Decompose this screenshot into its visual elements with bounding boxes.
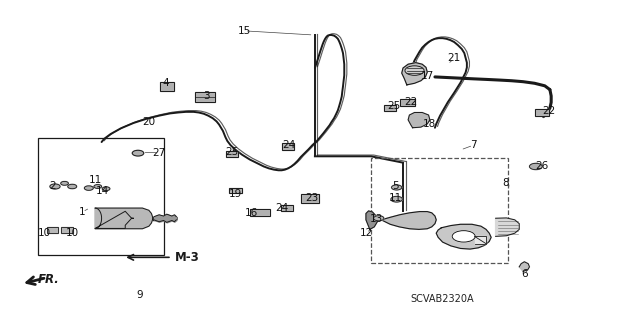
Bar	[250, 209, 270, 216]
Text: 10: 10	[38, 228, 51, 238]
Bar	[281, 204, 292, 211]
Text: 15: 15	[238, 26, 252, 36]
Polygon shape	[519, 262, 529, 271]
Text: 8: 8	[502, 178, 509, 188]
Circle shape	[374, 216, 384, 221]
Text: 16: 16	[244, 209, 258, 219]
Text: 10: 10	[66, 228, 79, 238]
Text: 14: 14	[96, 186, 109, 196]
Text: 26: 26	[536, 161, 549, 171]
Bar	[47, 227, 58, 233]
Bar	[38, 138, 164, 256]
Text: 27: 27	[152, 147, 166, 158]
Text: 20: 20	[142, 117, 156, 127]
Text: 21: 21	[447, 54, 461, 63]
Bar	[161, 82, 174, 91]
Bar	[281, 204, 292, 211]
Text: 4: 4	[162, 78, 169, 88]
Polygon shape	[381, 211, 436, 229]
Text: 22: 22	[404, 97, 417, 107]
Text: 3: 3	[204, 91, 211, 101]
Circle shape	[132, 150, 144, 156]
Bar	[401, 99, 415, 106]
Polygon shape	[95, 208, 134, 228]
Text: 2: 2	[50, 182, 56, 191]
Circle shape	[392, 185, 402, 190]
Bar	[282, 143, 294, 150]
Text: 1: 1	[79, 207, 86, 217]
Bar	[229, 188, 242, 194]
Text: M-3: M-3	[174, 251, 199, 264]
Bar	[195, 92, 215, 102]
Circle shape	[529, 163, 542, 170]
Circle shape	[452, 231, 475, 242]
Text: 24: 24	[283, 140, 296, 150]
Bar	[226, 151, 237, 157]
Bar	[161, 82, 174, 91]
Circle shape	[102, 187, 110, 191]
Text: 25: 25	[225, 146, 239, 157]
Text: 23: 23	[306, 193, 319, 203]
Text: 22: 22	[542, 106, 556, 116]
Circle shape	[405, 66, 424, 75]
Text: 17: 17	[420, 71, 434, 81]
Text: 13: 13	[369, 214, 383, 224]
Text: 24: 24	[275, 203, 288, 213]
Text: SCVAB2320A: SCVAB2320A	[411, 293, 474, 304]
Bar	[229, 188, 242, 194]
Text: 7: 7	[470, 140, 477, 150]
Circle shape	[391, 196, 403, 202]
Text: 18: 18	[423, 119, 436, 129]
Text: 5: 5	[392, 182, 399, 191]
Bar	[250, 209, 270, 216]
Circle shape	[61, 182, 68, 185]
Bar	[61, 227, 73, 233]
Bar	[47, 227, 58, 233]
Polygon shape	[402, 63, 428, 85]
Bar	[61, 227, 73, 233]
Text: 9: 9	[136, 290, 143, 300]
Bar	[282, 143, 294, 150]
Polygon shape	[366, 211, 378, 229]
Polygon shape	[408, 113, 430, 128]
Polygon shape	[436, 224, 491, 249]
Bar	[401, 99, 415, 106]
Bar	[534, 109, 548, 116]
Circle shape	[50, 184, 60, 189]
Text: 19: 19	[229, 189, 243, 199]
Text: 6: 6	[521, 270, 527, 279]
Circle shape	[94, 185, 102, 189]
Text: 12: 12	[359, 227, 372, 238]
Text: 25: 25	[387, 101, 400, 111]
Text: FR.: FR.	[38, 273, 60, 286]
Bar	[301, 194, 319, 203]
Polygon shape	[495, 218, 519, 236]
Bar	[195, 92, 215, 102]
Circle shape	[68, 184, 77, 189]
Polygon shape	[95, 208, 154, 229]
Text: 11: 11	[388, 193, 402, 203]
Circle shape	[84, 186, 93, 190]
Text: 11: 11	[88, 175, 102, 185]
Bar	[534, 109, 548, 116]
Bar	[385, 105, 396, 111]
Bar	[301, 194, 319, 203]
Bar	[226, 151, 237, 157]
Polygon shape	[474, 236, 486, 244]
Bar	[385, 105, 396, 111]
Bar	[371, 158, 508, 263]
